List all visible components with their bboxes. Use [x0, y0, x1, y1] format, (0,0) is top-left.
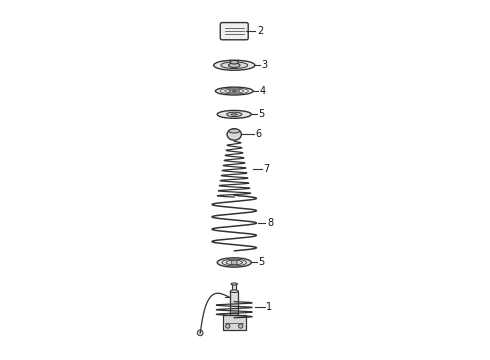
Text: 3: 3 [262, 60, 268, 70]
Circle shape [225, 324, 230, 328]
Text: 2: 2 [257, 26, 263, 36]
Text: 1: 1 [266, 302, 272, 312]
Ellipse shape [221, 62, 247, 68]
Text: 4: 4 [260, 86, 266, 96]
Ellipse shape [228, 63, 240, 67]
Text: 6: 6 [255, 130, 262, 139]
Bar [232, 284, 236, 304]
Ellipse shape [227, 129, 242, 140]
Ellipse shape [217, 111, 251, 118]
Ellipse shape [231, 283, 238, 285]
Ellipse shape [231, 260, 237, 265]
Bar [230, 291, 238, 315]
Ellipse shape [230, 60, 238, 64]
Ellipse shape [216, 87, 253, 95]
FancyBboxPatch shape [220, 23, 248, 40]
Text: 7: 7 [264, 164, 270, 174]
Text: 8: 8 [267, 218, 273, 228]
Ellipse shape [214, 60, 255, 70]
Ellipse shape [226, 112, 242, 117]
Ellipse shape [229, 129, 240, 133]
Ellipse shape [230, 290, 238, 293]
Ellipse shape [217, 258, 251, 267]
Circle shape [239, 324, 243, 328]
Circle shape [197, 330, 203, 336]
Ellipse shape [231, 114, 237, 115]
Text: 5: 5 [258, 109, 264, 120]
Ellipse shape [230, 313, 238, 316]
Text: 5: 5 [258, 257, 264, 267]
Bar [222, 315, 246, 330]
